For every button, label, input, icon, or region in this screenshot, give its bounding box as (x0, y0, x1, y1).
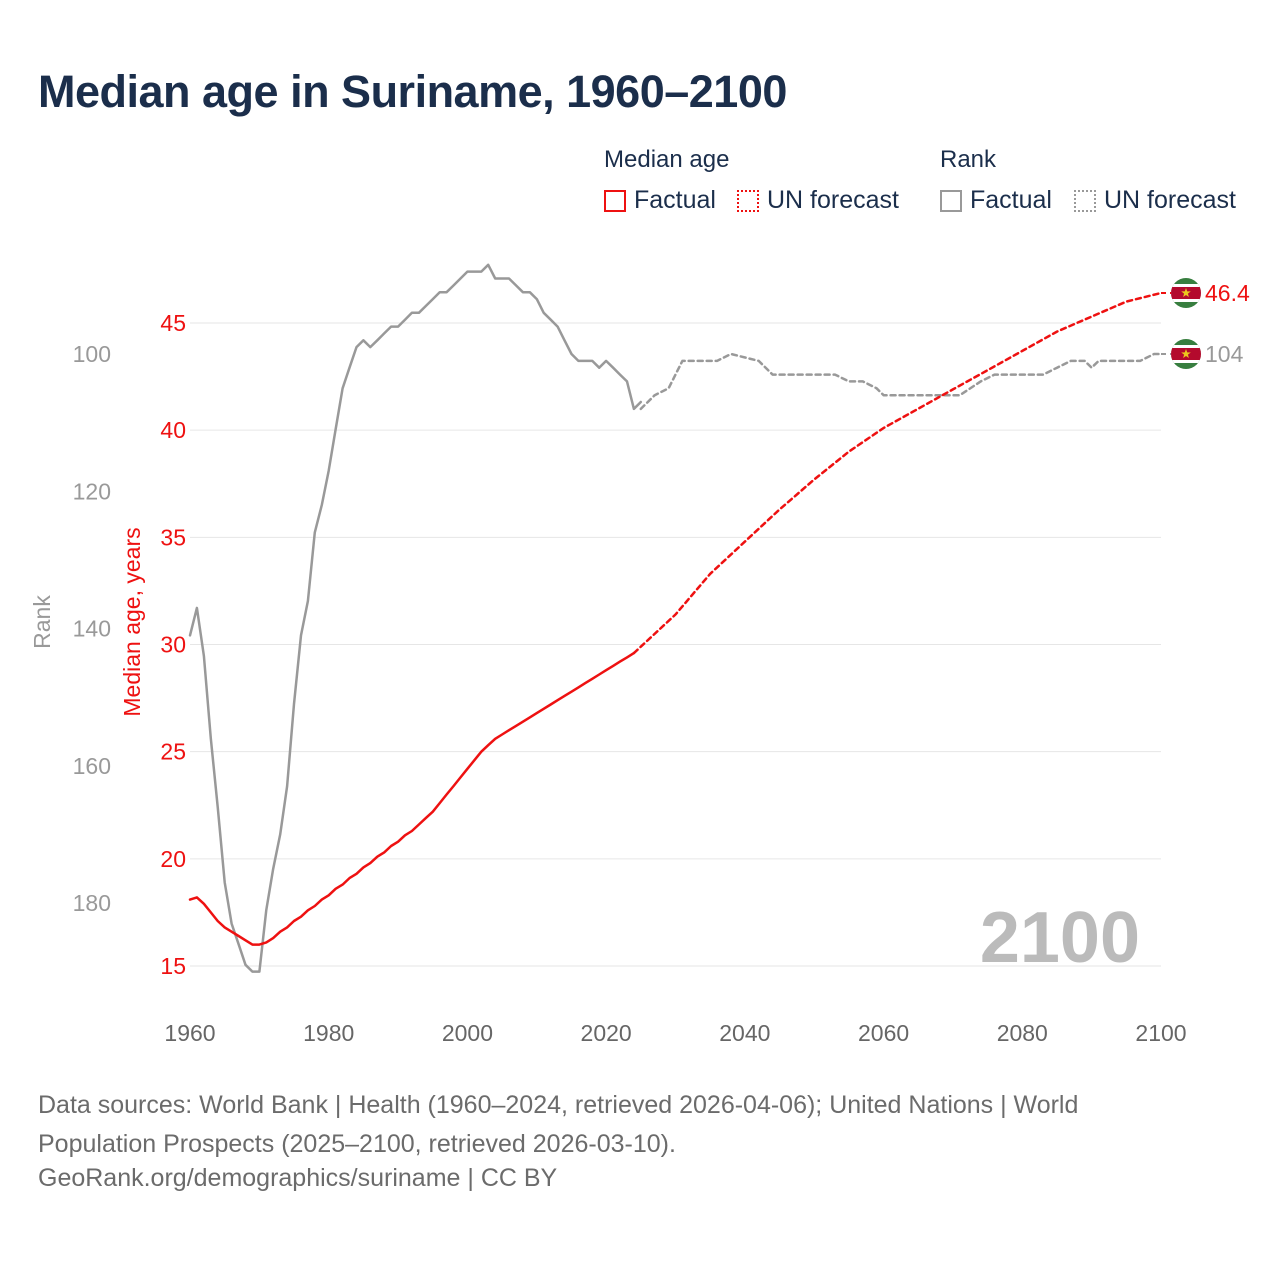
x-tick-label: 2060 (858, 1020, 909, 1046)
legend-swatch-dotted-gray (1074, 189, 1096, 212)
credit-link[interactable]: GeoRank.org/demographics/suriname | CC B… (38, 1164, 558, 1192)
year-watermark: 2100 (980, 898, 1140, 978)
line-chart: 2100 15 20 25 30 35 40 45 100 120 140 160 180 1960 198… (29, 263, 1250, 1046)
age-axis-title: Median age, years (119, 527, 145, 716)
suriname-flag-icon-rank (1171, 339, 1201, 369)
rank-tick-label: 100 (73, 341, 111, 367)
rank-tick-label: 180 (73, 890, 111, 916)
legend-swatch-solid-gray (940, 189, 962, 212)
age-tick-label: 30 (160, 632, 186, 658)
x-tick-label: 1980 (303, 1020, 354, 1046)
data-sources: Data sources: World Bank | Health (1960–… (38, 1091, 1079, 1158)
x-tick-label: 2080 (997, 1020, 1048, 1046)
age-tick-label: 45 (160, 310, 186, 336)
x-tick-label: 1960 (164, 1020, 215, 1046)
legend-swatch-dotted-red (737, 189, 759, 212)
legend-label: Factual (634, 186, 716, 214)
rank-tick-label: 120 (73, 478, 111, 504)
rank-axis-title: Rank (29, 595, 55, 649)
legend-label: UN forecast (1104, 186, 1236, 214)
x-tick-label: 2100 (1135, 1020, 1186, 1046)
rank-tick-label: 140 (73, 616, 111, 642)
x-tick-label: 2020 (581, 1020, 632, 1046)
x-tick-label: 2040 (719, 1020, 770, 1046)
age-tick-label: 15 (160, 953, 186, 979)
legend-label: Factual (970, 186, 1052, 214)
rank-end-label: 104 (1205, 341, 1244, 367)
age-tick-label: 40 (160, 417, 186, 443)
legend-rank-forecast[interactable]: UN forecast (1074, 186, 1236, 215)
legend-median-age-title: Median age (604, 146, 730, 173)
x-tick-label: 2000 (442, 1020, 493, 1046)
median-age-factual-line (188, 651, 636, 946)
legend-rank-factual[interactable]: Factual (940, 186, 1052, 215)
legend-rank-title: Rank (940, 146, 997, 173)
legend-median-age-forecast[interactable]: UN forecast (737, 186, 899, 215)
rank-factual-line (188, 263, 643, 973)
age-tick-label: 35 (160, 524, 186, 550)
age-tick-label: 20 (160, 846, 186, 872)
suriname-flag-icon-age (1171, 277, 1201, 308)
rank-forecast-line (639, 352, 1163, 411)
age-tick-label: 25 (160, 739, 186, 765)
legend-median-age-factual[interactable]: Factual (604, 186, 716, 215)
median-age-forecast-line (632, 291, 1163, 655)
legend-label: UN forecast (767, 186, 899, 214)
legend-swatch-solid-red (604, 189, 626, 212)
age-end-label: 46.4 (1205, 280, 1250, 306)
rank-tick-label: 160 (73, 753, 111, 779)
chart-title: Median age in Suriname, 1960–2100 (38, 66, 787, 117)
